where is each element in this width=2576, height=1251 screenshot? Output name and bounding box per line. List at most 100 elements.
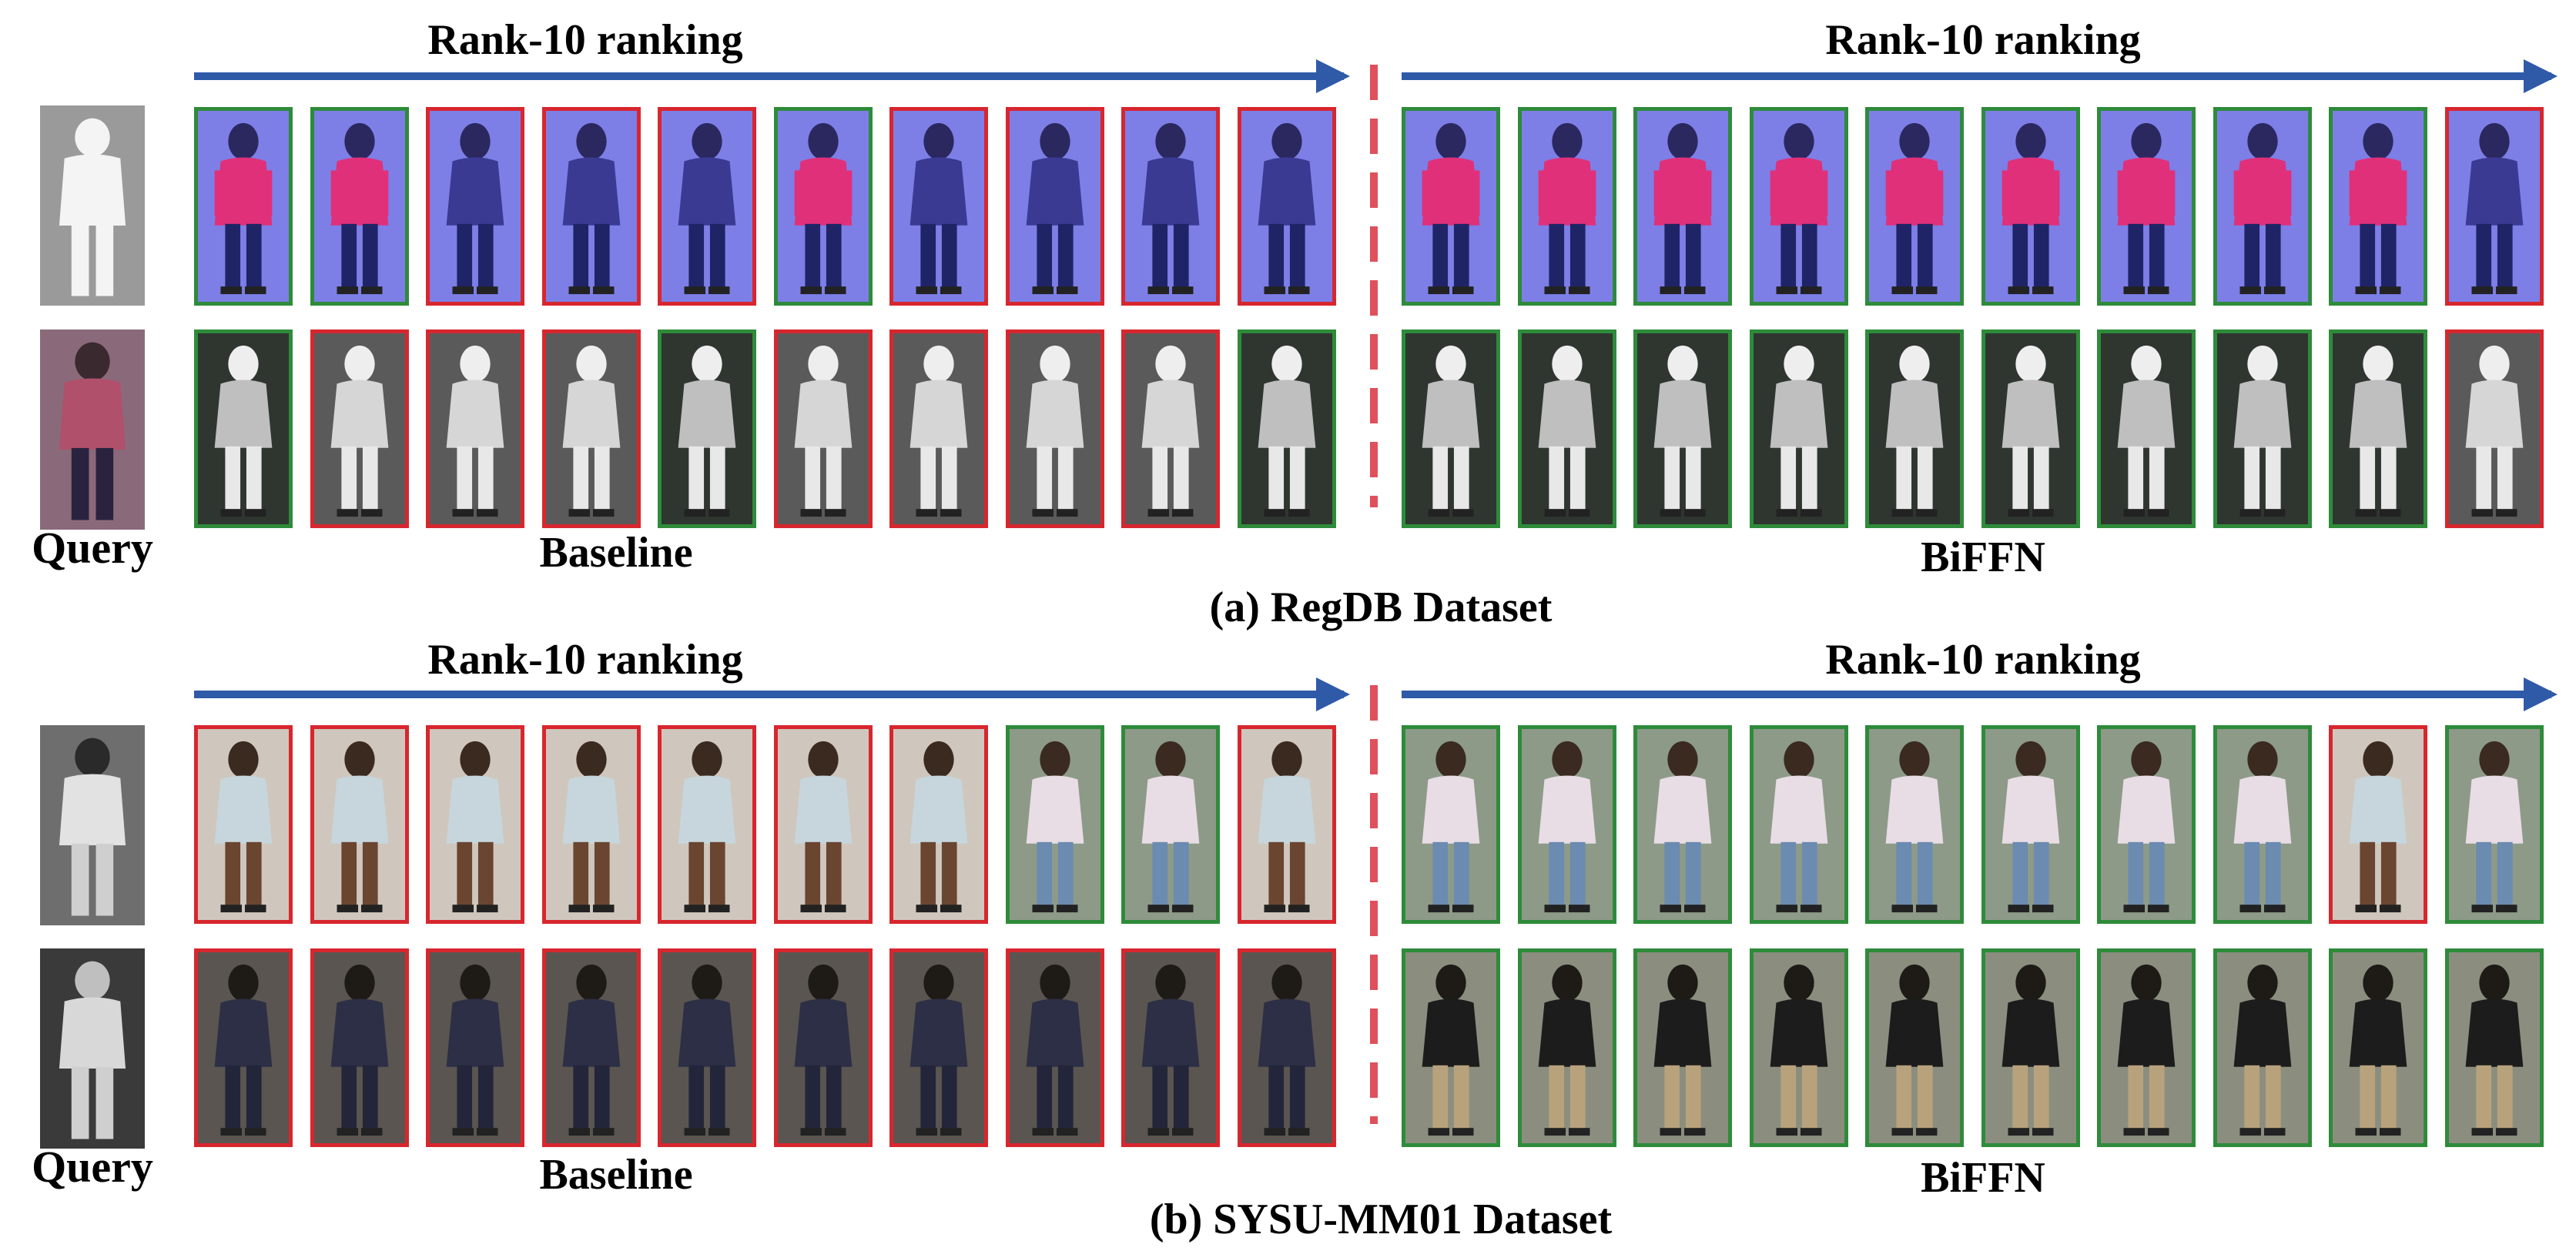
biffn-regdb-thermal-query-rank-7-correct (2097, 329, 2196, 528)
baseline-regdb-visible-query-rank-7-wrong (889, 107, 988, 306)
baseline-sysu-row-2-rank-8-wrong (1006, 948, 1104, 1147)
biffn-sysu-row-1-rank-6-correct (1981, 725, 2080, 924)
baseline-regdb-visible-query-rank-4-wrong (542, 107, 641, 306)
biffn-regdb-thermal-query-rank-6-correct (1981, 329, 2080, 528)
caption-a: (a) RegDB Dataset (1209, 584, 1553, 631)
biffn-sysu-row-1-rank-5-correct (1865, 725, 1964, 924)
biffn-sysu-row-1-rank-4-correct (1750, 725, 1848, 924)
baseline-regdb-visible-query-rank-9-wrong (1121, 107, 1220, 306)
biffn-regdb-visible-query-rank-4-correct (1750, 107, 1848, 306)
baseline-sysu-row-1-rank-5-wrong (658, 725, 756, 924)
baseline-regdb-thermal-query-rank-1-correct (194, 329, 293, 528)
baseline-regdb-thermal-query-rank-2-wrong (310, 329, 409, 528)
biffn-regdb-thermal-query-rank-1-correct (1402, 329, 1500, 528)
query-label-a: Query (32, 523, 153, 573)
biffn-sysu-row-2-rank-4-correct (1750, 948, 1848, 1147)
baseline-regdb-visible-query-rank-2-correct (310, 107, 409, 306)
baseline-sysu-row-2-rank-4-wrong (542, 948, 641, 1147)
baseline-sysu-row-1-rank-7-wrong (889, 725, 988, 924)
baseline-regdb-thermal-query-rank-8-wrong (1006, 329, 1104, 528)
biffn-regdb-thermal-query-rank-5-correct (1865, 329, 1964, 528)
biffn-sysu-row-2-rank-6-correct (1981, 948, 2080, 1147)
biffn-sysu-row-1-rank-7-correct (2097, 725, 2196, 924)
biffn-sysu-row-2-rank-5-correct (1865, 948, 1964, 1147)
biffn-regdb-visible-query-rank-9-correct (2329, 107, 2427, 306)
baseline-regdb-visible-query-rank-10-wrong (1238, 107, 1336, 306)
query-label-b: Query (32, 1142, 153, 1192)
biffn-regdb-thermal-query-rank-3-correct (1633, 329, 1732, 528)
baseline-regdb-visible-query-rank-6-correct (774, 107, 873, 306)
baseline-sysu-row-2-rank-7-wrong (889, 948, 988, 1147)
arrow-a-baseline (194, 72, 1344, 80)
biffn-sysu-row-1-rank-9-wrong (2329, 725, 2427, 924)
biffn-regdb-visible-query-rank-10-wrong (2445, 107, 2544, 306)
baseline-regdb-thermal-query-rank-3-wrong (426, 329, 524, 528)
baseline-regdb-thermal-query-rank-7-wrong (889, 329, 988, 528)
baseline-regdb-visible-query-rank-3-wrong (426, 107, 524, 306)
biffn-regdb-visible-query-rank-2-correct (1518, 107, 1616, 306)
arrow-b-baseline (194, 691, 1344, 698)
baseline-regdb-thermal-query-rank-6-wrong (774, 329, 873, 528)
divider-b (1370, 685, 1378, 1124)
biffn-regdb-thermal-query-rank-4-correct (1750, 329, 1848, 528)
baseline-regdb-thermal-query-rank-9-wrong (1121, 329, 1220, 528)
baseline-sysu-row-2-rank-9-wrong (1121, 948, 1220, 1147)
baseline-regdb-thermal-query-rank-5-correct (658, 329, 756, 528)
biffn-sysu-row-1-rank-1-correct (1402, 725, 1500, 924)
biffn-sysu-row-1-rank-8-correct (2213, 725, 2312, 924)
biffn-regdb-visible-query-rank-1-correct (1402, 107, 1500, 306)
baseline-sysu-row-2-rank-10-wrong (1238, 948, 1336, 1147)
biffn-sysu-row-1-rank-2-correct (1518, 725, 1616, 924)
biffn-sysu-row-1-rank-3-correct (1633, 725, 1732, 924)
biffn-regdb-visible-query-rank-8-correct (2213, 107, 2312, 306)
rank-label-b-biffn: Rank-10 ranking (1825, 636, 2141, 684)
baseline-sysu-row-2-rank-2-wrong (310, 948, 409, 1147)
biffn-sysu-row-2-rank-3-correct (1633, 948, 1732, 1147)
baseline-regdb-visible-query-rank-5-wrong (658, 107, 756, 306)
baseline-regdb-thermal-query-rank-4-wrong (542, 329, 641, 528)
baseline-sysu-row-2-rank-5-wrong (658, 948, 756, 1147)
method-label-b-biffn: BiFFN (1921, 1154, 2045, 1202)
query-image-sysu-row-1 (40, 725, 145, 925)
biffn-regdb-thermal-query-rank-9-correct (2329, 329, 2427, 528)
biffn-regdb-visible-query-rank-6-correct (1981, 107, 2080, 306)
baseline-sysu-row-1-rank-1-wrong (194, 725, 293, 924)
arrow-b-biffn (1402, 691, 2551, 698)
rank-label-a-baseline: Rank-10 ranking (427, 16, 743, 64)
biffn-sysu-row-1-rank-10-correct (2445, 725, 2544, 924)
biffn-sysu-row-2-rank-10-correct (2445, 948, 2544, 1147)
baseline-sysu-row-2-rank-1-wrong (194, 948, 293, 1147)
baseline-regdb-thermal-query-rank-10-correct (1238, 329, 1336, 528)
method-label-a-baseline: Baseline (539, 529, 693, 577)
arrow-a-biffn (1402, 72, 2551, 80)
baseline-sysu-row-2-rank-3-wrong (426, 948, 524, 1147)
rank-label-a-biffn: Rank-10 ranking (1825, 16, 2141, 64)
method-label-a-biffn: BiFFN (1921, 534, 2045, 581)
baseline-sysu-row-1-rank-8-correct (1006, 725, 1104, 924)
biffn-regdb-visible-query-rank-5-correct (1865, 107, 1964, 306)
method-label-b-baseline: Baseline (539, 1151, 693, 1199)
query-image-regdb-visible-query (40, 105, 145, 306)
biffn-sysu-row-2-rank-7-correct (2097, 948, 2196, 1147)
query-image-sysu-row-2 (40, 948, 145, 1149)
baseline-sysu-row-1-rank-4-wrong (542, 725, 641, 924)
biffn-sysu-row-2-rank-2-correct (1518, 948, 1616, 1147)
biffn-sysu-row-2-rank-1-correct (1402, 948, 1500, 1147)
baseline-sysu-row-1-rank-10-wrong (1238, 725, 1336, 924)
rank-label-b-baseline: Rank-10 ranking (427, 636, 743, 684)
baseline-sysu-row-1-rank-2-wrong (310, 725, 409, 924)
baseline-regdb-visible-query-rank-8-wrong (1006, 107, 1104, 306)
baseline-regdb-visible-query-rank-1-correct (194, 107, 293, 306)
biffn-regdb-visible-query-rank-7-correct (2097, 107, 2196, 306)
biffn-sysu-row-2-rank-9-correct (2329, 948, 2427, 1147)
baseline-sysu-row-1-rank-9-correct (1121, 725, 1220, 924)
biffn-regdb-thermal-query-rank-10-wrong (2445, 329, 2544, 528)
biffn-regdb-thermal-query-rank-2-correct (1518, 329, 1616, 528)
baseline-sysu-row-1-rank-3-wrong (426, 725, 524, 924)
biffn-regdb-thermal-query-rank-8-correct (2213, 329, 2312, 528)
caption-b: (b) SYSU-MM01 Dataset (1149, 1196, 1613, 1243)
biffn-sysu-row-2-rank-8-correct (2213, 948, 2312, 1147)
biffn-regdb-visible-query-rank-3-correct (1633, 107, 1732, 306)
divider-a (1370, 65, 1378, 507)
query-image-regdb-thermal-query (40, 329, 145, 530)
